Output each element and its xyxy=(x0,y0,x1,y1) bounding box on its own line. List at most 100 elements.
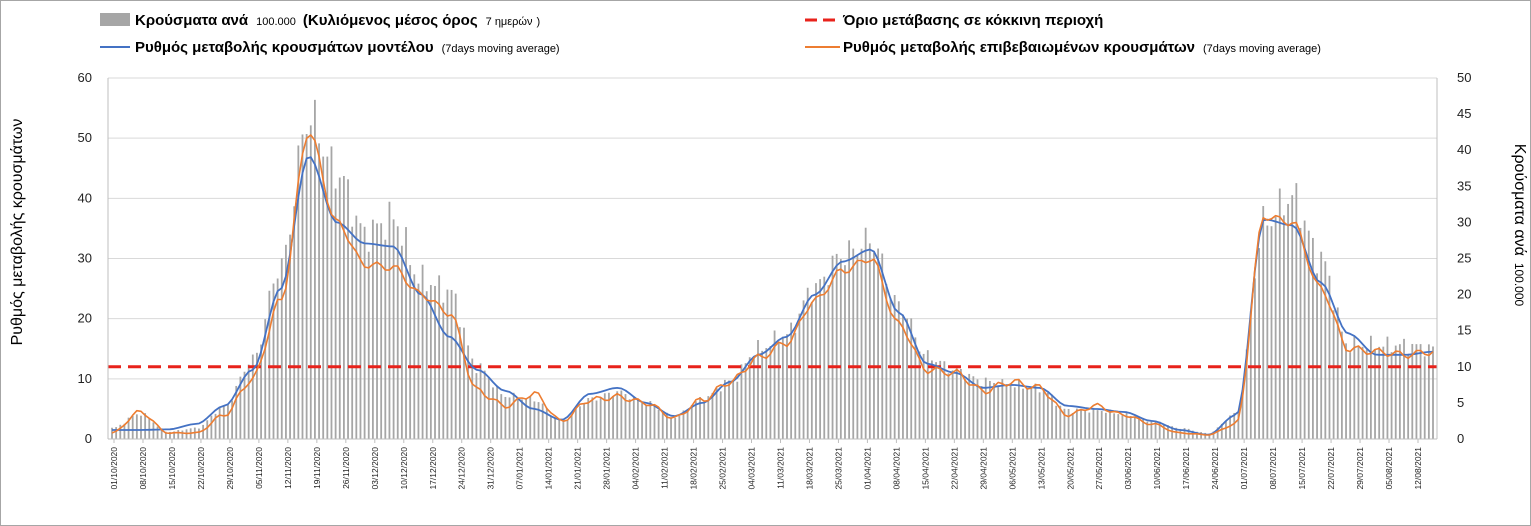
bar xyxy=(1432,346,1434,439)
bar xyxy=(1262,206,1265,439)
y-right-tick-label: 5 xyxy=(1457,395,1464,410)
bar xyxy=(922,353,925,439)
bar xyxy=(1142,417,1145,439)
bar xyxy=(579,406,581,439)
bar xyxy=(396,226,399,439)
bar xyxy=(748,357,751,439)
bar xyxy=(802,300,805,439)
bar xyxy=(1009,386,1012,439)
bar xyxy=(1113,413,1116,439)
bar xyxy=(1022,388,1024,439)
bar xyxy=(438,275,441,439)
x-tick-label: 08/04/2021 xyxy=(891,447,901,490)
bar xyxy=(516,398,519,439)
bar xyxy=(715,388,718,439)
y-left-tick-label: 10 xyxy=(78,371,92,386)
bar xyxy=(1150,421,1153,439)
x-tick-label: 10/12/2020 xyxy=(399,447,409,490)
y-right-tick-label: 25 xyxy=(1457,251,1471,266)
bar xyxy=(1005,385,1008,439)
y-right-tick-label: 35 xyxy=(1457,178,1471,193)
bar xyxy=(574,408,577,439)
gridlines xyxy=(108,77,1437,380)
x-tick-label: 17/06/2021 xyxy=(1181,447,1191,490)
bar xyxy=(881,253,884,439)
bar xyxy=(910,318,913,439)
bar xyxy=(123,423,126,439)
x-tick-label: 17/12/2020 xyxy=(428,447,438,490)
bar xyxy=(471,358,474,439)
bar xyxy=(256,352,258,439)
bar xyxy=(1336,307,1339,439)
bar xyxy=(1175,427,1178,439)
x-tick-label: 03/12/2020 xyxy=(370,447,380,490)
bar xyxy=(752,356,755,439)
bar xyxy=(699,397,701,439)
bar xyxy=(554,418,556,439)
bar xyxy=(164,431,167,439)
bar xyxy=(566,419,569,439)
bar xyxy=(670,417,672,439)
bar xyxy=(1017,380,1020,439)
bar xyxy=(545,407,548,439)
bar xyxy=(434,285,436,439)
bar xyxy=(848,240,851,439)
bar xyxy=(943,361,946,439)
bar xyxy=(831,255,834,439)
bar xyxy=(417,283,420,439)
bar xyxy=(980,386,983,439)
bar xyxy=(483,370,486,439)
bar xyxy=(1063,408,1066,439)
bar xyxy=(1394,345,1397,439)
bar xyxy=(1171,426,1174,439)
bar xyxy=(247,364,250,439)
x-tick-label: 29/10/2020 xyxy=(225,447,235,490)
bar xyxy=(144,413,147,439)
x-tick-label: 20/05/2021 xyxy=(1065,447,1075,490)
y-left-tick-label: 60 xyxy=(78,70,92,85)
bar xyxy=(429,285,432,439)
bar xyxy=(421,264,424,439)
bar xyxy=(529,396,532,439)
bar xyxy=(777,343,780,439)
x-tick-label: 22/04/2021 xyxy=(949,447,959,490)
bar xyxy=(1237,411,1240,439)
bar xyxy=(1378,346,1381,439)
x-tick-label: 28/01/2021 xyxy=(602,447,612,490)
bar xyxy=(181,430,184,439)
bar xyxy=(384,239,387,439)
bar xyxy=(156,426,159,439)
bar xyxy=(264,319,267,439)
x-tick-label: 29/07/2021 xyxy=(1355,447,1365,490)
bar xyxy=(467,345,470,439)
bar xyxy=(533,401,536,439)
bar xyxy=(786,334,788,439)
bar xyxy=(653,406,656,439)
bar xyxy=(140,415,142,439)
y-right-tick-label: 15 xyxy=(1457,323,1471,338)
bar xyxy=(1365,349,1368,439)
bar xyxy=(218,407,221,439)
bar xyxy=(736,381,739,439)
bar xyxy=(334,188,337,439)
bar xyxy=(707,396,710,439)
x-tick-label: 10/06/2021 xyxy=(1152,447,1162,490)
bar xyxy=(1320,251,1323,439)
bar xyxy=(877,248,879,439)
bar xyxy=(214,413,217,439)
bar xyxy=(1051,394,1053,439)
bar xyxy=(1001,379,1004,439)
bar xyxy=(889,297,892,439)
bar xyxy=(169,431,171,439)
bar xyxy=(111,427,113,439)
bar xyxy=(972,376,975,439)
bar xyxy=(1316,273,1318,439)
bar xyxy=(1423,356,1426,439)
bar xyxy=(873,252,875,439)
bar xyxy=(603,393,606,439)
y-left-tick-label: 0 xyxy=(85,431,92,446)
bar xyxy=(964,379,966,439)
bar xyxy=(595,400,598,439)
bar xyxy=(198,428,200,439)
bar xyxy=(1080,409,1082,439)
